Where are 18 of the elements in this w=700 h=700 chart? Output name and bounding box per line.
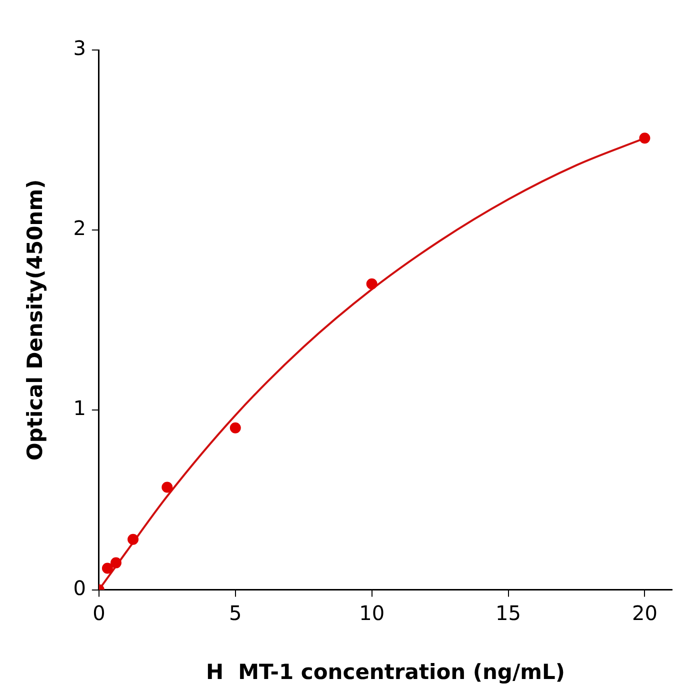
point: [110, 557, 122, 568]
y-axis-title: Optical Density(450nm): [23, 179, 48, 460]
point: [230, 422, 241, 434]
y-tick-label: 3: [73, 36, 86, 60]
point: [102, 562, 113, 574]
point: [366, 278, 378, 290]
x-axis-title: H MT-1 concentration (ng/mL): [206, 660, 565, 684]
point: [639, 132, 650, 144]
x-tick-label: 0: [92, 601, 106, 626]
y-tick-label: 1: [73, 396, 86, 420]
x-tick-label: 10: [359, 601, 385, 626]
point: [128, 534, 139, 545]
point: [162, 482, 173, 493]
x-tick-label: 5: [229, 601, 242, 626]
y-tick-label: 0: [73, 576, 86, 600]
x-tick-label: 15: [496, 601, 521, 626]
x-tick-label: 20: [632, 601, 658, 626]
y-tick-label: 2: [73, 216, 86, 240]
